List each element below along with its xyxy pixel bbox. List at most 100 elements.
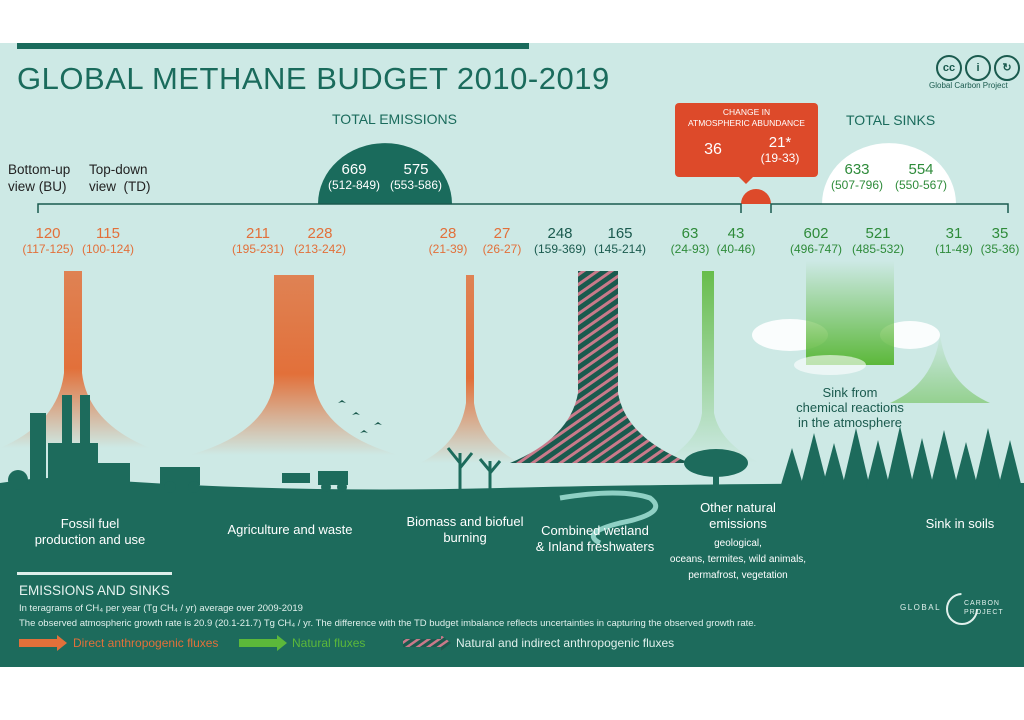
soil-sink-td-range: (35-36): [980, 242, 1020, 256]
atmospheric-change-box: CHANGE IN ATMOSPHERIC ABUNDANCE 36 21* (…: [675, 103, 818, 177]
chemical-sink-label: Sink from chemical reactions in the atmo…: [796, 385, 904, 430]
chemical-sink-td-value: 521: [865, 225, 891, 242]
fossil-label: Fossil fuel production and use: [34, 516, 146, 547]
wetland-label: Combined wetland & Inland freshwaters: [535, 523, 655, 554]
change-bu-value: 36: [704, 141, 722, 158]
emissions-bracket: [37, 203, 742, 213]
other-natural-bu-range: (24-93): [670, 242, 710, 256]
wetland-bu-value: 248: [547, 225, 573, 242]
soil-sink-bu-value: 31: [945, 225, 963, 242]
units-note: In teragrams of CH₄ per year (Tg CH₄ / y…: [19, 603, 303, 614]
title-bar: [17, 43, 529, 49]
other-natural-td-range: (40-46): [716, 242, 756, 256]
gcp-logo-right: CARBON PROJECT: [964, 600, 1004, 616]
ground: [0, 477, 1024, 667]
other-natural-bu-value: 63: [681, 225, 699, 242]
emissions-dome: [318, 143, 452, 204]
background-art: [0, 143, 1024, 667]
gcp-logo-ring: [946, 593, 978, 625]
top-down-label: Top-down view (TD): [89, 162, 151, 194]
soil-sink-td-group: 35 (35-36): [970, 225, 1024, 257]
chemical-sink-arrow: [806, 261, 894, 365]
biomass-td-value: 27: [493, 225, 511, 242]
other-natural-td-group: 43 (40-46): [706, 225, 766, 257]
fossil-bu-range: (117-125): [22, 242, 74, 256]
other-natural-label: Other natural emissions: [700, 500, 776, 531]
change-title: CHANGE IN ATMOSPHERIC ABUNDANCE: [688, 107, 805, 128]
fossil-bu-value: 120: [35, 225, 61, 242]
total-sinks-header: TOTAL SINKS: [846, 112, 936, 128]
wetland-bu-range: (159-369): [533, 242, 587, 256]
wetland-plume: [510, 271, 690, 463]
other-natural-td-value: 43: [727, 225, 745, 242]
farm-silhouette: [160, 467, 348, 493]
change-td-value: 21*: [768, 134, 792, 151]
wetland-bu-group: 248 (159-369): [530, 225, 590, 257]
legend-anthropogenic: Direct anthropogenic fluxes: [73, 636, 219, 650]
biomass-td-group: 27 (26-27): [472, 225, 532, 257]
agriculture-bu-range: (195-231): [231, 242, 285, 256]
soil-sink-td-value: 35: [991, 225, 1009, 242]
emissions-td-value: 575: [403, 161, 429, 178]
emissions-td-range: (553-586): [389, 178, 443, 192]
legend-swatch-mixed: [403, 635, 451, 651]
fossil-td-range: (100-124): [81, 242, 135, 256]
chemical-sink-bu-value: 602: [803, 225, 829, 242]
chemical-sink-bu-group: 602 (496-747): [786, 225, 846, 257]
other-natural-plume: [660, 271, 760, 463]
emissions-bu-range: (512-849): [327, 178, 381, 192]
gcp-logo: GLOBAL CARBON PROJECT: [900, 591, 1003, 627]
sinks-dome: [822, 143, 956, 204]
publisher-label: Global Carbon Project: [929, 81, 1008, 90]
biomass-bu-group: 28 (21-39): [418, 225, 478, 257]
fossil-bu-group: 120 (117-125): [18, 225, 78, 257]
sinks-bracket: [770, 203, 1009, 213]
change-pointer: [738, 176, 754, 184]
growth-rate-note: The observed atmospheric growth rate is …: [19, 618, 757, 629]
soil-sink-label: Sink in soils: [925, 516, 995, 531]
legend-swatches: [19, 635, 451, 651]
wetland-td-group: 165 (145-214): [590, 225, 650, 257]
chemical-sink-td-range: (485-532): [851, 242, 905, 256]
fossil-td-value: 115: [96, 225, 120, 242]
cc-icon: cc: [936, 55, 962, 81]
biomass-label: Biomass and biofuel burning: [406, 514, 524, 545]
attribution-icon: i: [965, 55, 991, 81]
bottom-up-label: Bottom-up view (BU): [8, 162, 71, 194]
chemical-sink-td-group: 521 (485-532): [848, 225, 908, 257]
change-td-range: (19-33): [760, 151, 800, 165]
infographic-panel: GLOBAL METHANE BUDGET 2010-2019 cc i ↻ G…: [0, 43, 1024, 667]
agriculture-td-range: (213-242): [293, 242, 347, 256]
soil-sink-bu-group: 31 (11-49): [924, 225, 984, 257]
factory-silhouette: [8, 395, 130, 493]
other-natural-bu-group: 63 (24-93): [660, 225, 720, 257]
biomass-plume: [420, 275, 520, 463]
biomass-bu-value: 28: [439, 225, 457, 242]
agriculture-td-value: 228: [307, 225, 333, 242]
agriculture-td-group: 228 (213-242): [290, 225, 350, 257]
legend-swatch-anthropogenic: [19, 635, 67, 651]
section-divider: [17, 572, 172, 575]
biomass-bu-range: (21-39): [428, 242, 468, 256]
legend-mixed: Natural and indirect anthropogenic fluxe…: [456, 636, 675, 650]
sharealike-icon: ↻: [994, 55, 1020, 81]
legend-swatch-natural: [239, 635, 287, 651]
change-dome: [741, 189, 771, 204]
burning-trees: [446, 447, 502, 491]
section-title: EMISSIONS AND SINKS: [19, 583, 170, 598]
page-title: GLOBAL METHANE BUDGET 2010-2019: [17, 61, 610, 96]
wetland-td-value: 165: [607, 225, 633, 242]
sinks-bu-value: 633: [844, 161, 870, 178]
soil-sink-bu-range: (11-49): [935, 242, 973, 256]
gcp-logo-left: GLOBAL: [900, 603, 942, 612]
biomass-td-range: (26-27): [482, 242, 522, 256]
agriculture-plume: [190, 275, 398, 455]
other-natural-sublabel: geological, oceans, termites, wild anima…: [669, 538, 807, 581]
sinks-td-value: 554: [908, 161, 934, 178]
emissions-bu-value: 669: [341, 161, 367, 178]
sinks-bu-range: (507-796): [830, 178, 884, 192]
total-emissions-header: TOTAL EMISSIONS: [332, 111, 457, 127]
sinks-td-range: (550-567): [894, 178, 948, 192]
forest-silhouette: [780, 426, 1022, 488]
agriculture-label: Agriculture and waste: [227, 522, 353, 537]
